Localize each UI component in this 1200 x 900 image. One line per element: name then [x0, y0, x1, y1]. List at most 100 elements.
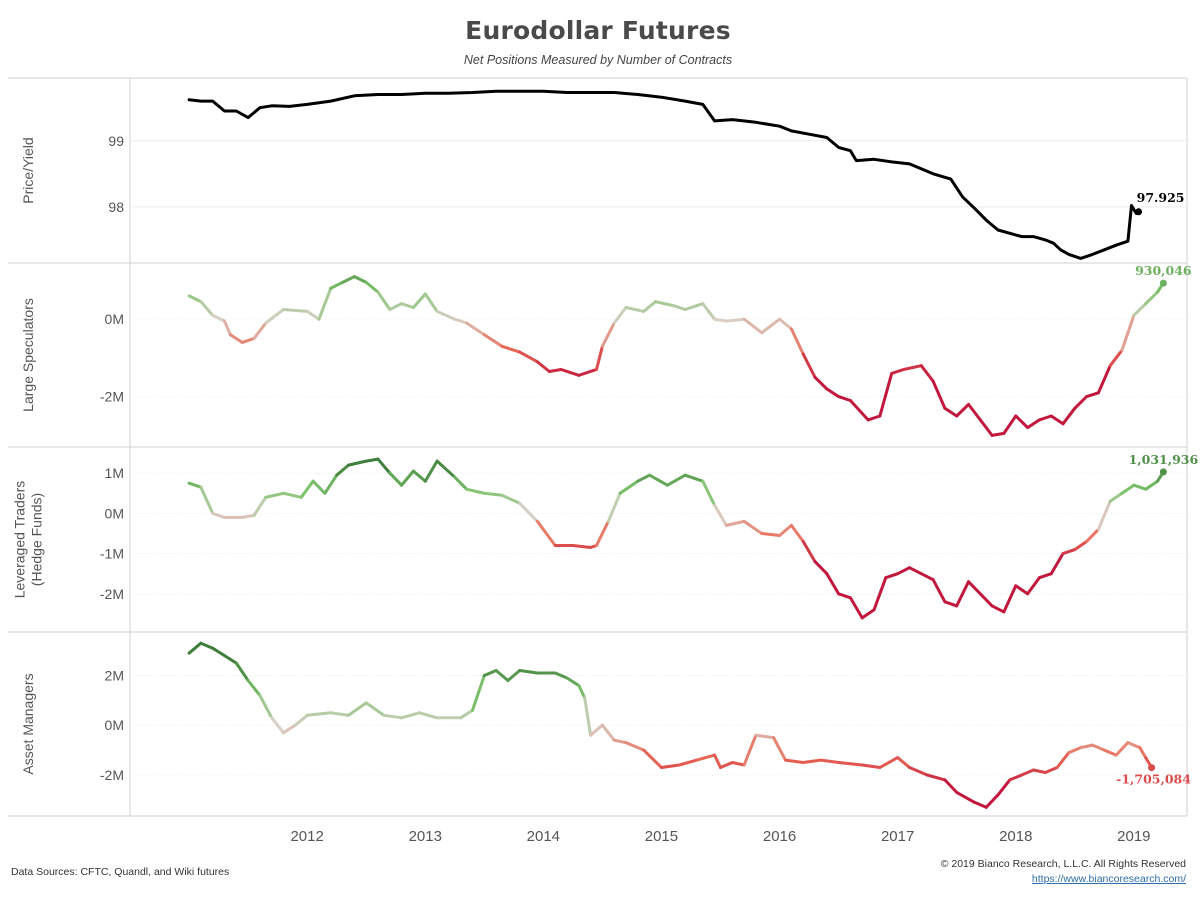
- series-segment: [347, 459, 368, 467]
- series-segment: [967, 402, 982, 422]
- series-segment: [778, 317, 793, 331]
- series-segment: [494, 669, 510, 682]
- series-segment: [482, 669, 498, 677]
- series-segment: [943, 778, 959, 794]
- series-segment: [884, 572, 900, 580]
- y-tick-label: 0M: [105, 717, 124, 733]
- x-tick-label: 2017: [881, 828, 914, 845]
- series-segment: [1126, 741, 1142, 750]
- series-segment: [600, 723, 616, 742]
- data-sources: Data Sources: CFTC, Quandl, and Wiki fut…: [11, 866, 230, 878]
- y-tick-label: -2M: [100, 389, 124, 405]
- series-segment: [471, 674, 486, 712]
- series-segment: [919, 572, 935, 582]
- series-segment: [482, 333, 504, 348]
- series-segment: [919, 364, 935, 383]
- series-segment: [329, 280, 345, 290]
- series-segment: [813, 375, 829, 391]
- end-point-marker: [1159, 468, 1167, 476]
- series-segment: [341, 275, 356, 284]
- series-segment: [299, 479, 315, 499]
- series-segment: [423, 292, 439, 313]
- series-segment: [955, 402, 970, 418]
- series-segment: [1073, 540, 1089, 552]
- x-tick-label: 2013: [409, 828, 442, 845]
- series-segment: [1067, 746, 1083, 755]
- series-segment: [978, 592, 994, 608]
- series-segment: [612, 738, 628, 745]
- series-segment: [931, 379, 947, 410]
- x-tick-label: 2016: [763, 828, 796, 845]
- series-segment: [500, 344, 522, 354]
- end-point-marker: [1148, 764, 1156, 772]
- series-segment: [860, 763, 882, 769]
- series-segment: [990, 604, 1006, 614]
- series-segment: [660, 763, 681, 769]
- y-tick-label: 99: [108, 133, 124, 149]
- series-segment: [411, 469, 427, 483]
- series-segment: [506, 669, 522, 682]
- series-line-price: [187, 89, 1141, 260]
- series-segment: [648, 473, 669, 487]
- series-segment: [713, 503, 728, 527]
- series-segment: [228, 333, 244, 344]
- series-segment: [211, 646, 226, 658]
- copyright-text: © 2019 Bianco Research, L.L.C. All Right…: [940, 858, 1186, 870]
- series-segment: [1091, 743, 1106, 752]
- series-segment: [1108, 348, 1124, 368]
- series-segment: [1026, 418, 1041, 430]
- series-segment: [1026, 576, 1041, 596]
- series-segment: [246, 679, 262, 697]
- series-segment: [1138, 746, 1148, 760]
- x-tick-label: 2012: [290, 828, 323, 845]
- series-segment: [417, 711, 439, 720]
- series-segment: [677, 758, 699, 767]
- series-segment: [211, 313, 226, 323]
- series-segment: [730, 761, 746, 767]
- footer-credits: © 2019 Bianco Research, L.L.C. All Right…: [941, 857, 1186, 887]
- series-segment: [1085, 527, 1100, 543]
- series-segment: [1144, 290, 1159, 306]
- series-segment: [535, 360, 551, 373]
- series-segment: [565, 676, 581, 687]
- series-segment: [547, 368, 563, 373]
- series-segment: [837, 761, 864, 767]
- series-segment: [1120, 483, 1136, 495]
- series-segment: [943, 406, 959, 418]
- x-tick-label: 2019: [1117, 828, 1150, 845]
- series-segment: [382, 713, 404, 720]
- y-axis-label: Large Speculators: [20, 298, 36, 412]
- series-segment: [1132, 483, 1148, 491]
- website-link[interactable]: https://www.biancoresearch.com/: [1031, 873, 1186, 885]
- series-segment: [837, 592, 852, 600]
- series-segment: [187, 481, 203, 489]
- series-segment: [955, 580, 970, 608]
- y-tick-label: 98: [108, 199, 124, 215]
- series-segment: [518, 350, 539, 364]
- series-segment: [1132, 302, 1148, 317]
- series-segment: [772, 736, 787, 762]
- series-segment: [400, 469, 415, 487]
- series-segment: [465, 487, 486, 495]
- series-segment: [388, 471, 404, 487]
- series-segment: [1032, 768, 1047, 774]
- y-tick-label: -1M: [100, 546, 124, 562]
- series-segment: [1108, 491, 1124, 503]
- series-segment: [376, 290, 392, 311]
- series-segment: [577, 684, 587, 700]
- series-segment: [978, 418, 994, 437]
- end-point-marker: [1135, 208, 1143, 216]
- series-segment: [642, 300, 657, 313]
- series-segment: [388, 302, 404, 311]
- series-segment: [931, 578, 947, 604]
- panel-price: 98 99 Price/Yield 97.925: [20, 89, 1187, 260]
- series-segment: [1144, 479, 1159, 491]
- series-segment: [595, 344, 604, 371]
- series-segment: [223, 319, 232, 337]
- series-segment: [1120, 313, 1136, 352]
- series-segment: [813, 560, 829, 576]
- series-segment: [1114, 741, 1130, 757]
- x-tick-label: 2018: [999, 828, 1032, 845]
- series-segment: [624, 741, 646, 752]
